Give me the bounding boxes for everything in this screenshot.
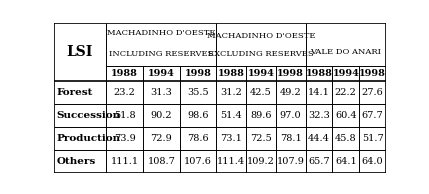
- Text: 1998: 1998: [184, 69, 211, 78]
- Text: Forest: Forest: [57, 88, 93, 97]
- Text: 1988: 1988: [305, 69, 332, 78]
- Text: 44.4: 44.4: [308, 134, 330, 143]
- Text: 90.2: 90.2: [151, 111, 172, 120]
- Text: 89.6: 89.6: [250, 111, 272, 120]
- Text: 22.2: 22.2: [335, 88, 357, 97]
- Text: 111.4: 111.4: [217, 157, 245, 166]
- Text: 78.1: 78.1: [280, 134, 302, 143]
- Text: 35.5: 35.5: [187, 88, 209, 97]
- Text: 64.1: 64.1: [335, 157, 356, 166]
- Text: 49.2: 49.2: [280, 88, 302, 97]
- Text: 1998: 1998: [359, 69, 386, 78]
- Text: Others: Others: [57, 157, 96, 166]
- Text: Production: Production: [57, 134, 121, 143]
- Text: 32.3: 32.3: [308, 111, 330, 120]
- Text: 31.3: 31.3: [151, 88, 172, 97]
- Text: 73.1: 73.1: [221, 134, 242, 143]
- Text: 1988: 1988: [111, 69, 138, 78]
- Text: 97.0: 97.0: [280, 111, 302, 120]
- Text: 27.6: 27.6: [362, 88, 384, 97]
- Text: MACHADINHO D'OESTE: MACHADINHO D'OESTE: [207, 32, 315, 40]
- Text: 111.1: 111.1: [111, 157, 139, 166]
- Text: 67.7: 67.7: [362, 111, 384, 120]
- Text: 65.7: 65.7: [308, 157, 330, 166]
- Text: 107.6: 107.6: [184, 157, 212, 166]
- Text: 60.4: 60.4: [335, 111, 356, 120]
- Text: 51.8: 51.8: [114, 111, 136, 120]
- Text: Succession: Succession: [57, 111, 121, 120]
- Text: 51.7: 51.7: [362, 134, 384, 143]
- Text: 98.6: 98.6: [187, 111, 209, 120]
- Text: 42.5: 42.5: [250, 88, 272, 97]
- Text: 1988: 1988: [218, 69, 245, 78]
- Text: 78.6: 78.6: [187, 134, 209, 143]
- Text: EXCLUDING RESERVES: EXCLUDING RESERVES: [208, 50, 314, 58]
- Text: 23.2: 23.2: [114, 88, 136, 97]
- Text: 109.2: 109.2: [247, 157, 275, 166]
- Text: 1994: 1994: [148, 69, 175, 78]
- Text: LSI: LSI: [67, 45, 93, 59]
- Text: VALE DO ANARI: VALE DO ANARI: [310, 48, 381, 56]
- Text: 45.8: 45.8: [335, 134, 356, 143]
- Text: 51.4: 51.4: [221, 111, 242, 120]
- Text: 1994: 1994: [332, 69, 359, 78]
- Text: 64.0: 64.0: [362, 157, 384, 166]
- Text: 72.5: 72.5: [250, 134, 272, 143]
- Text: 73.9: 73.9: [114, 134, 136, 143]
- Text: 107.9: 107.9: [277, 157, 305, 166]
- Text: 72.9: 72.9: [151, 134, 172, 143]
- Text: 31.2: 31.2: [221, 88, 242, 97]
- Text: 1998: 1998: [277, 69, 304, 78]
- Text: 1994: 1994: [248, 69, 275, 78]
- Text: MACHADINHO D'OESTE: MACHADINHO D'OESTE: [107, 29, 216, 37]
- Text: INCLUDING RESERVES: INCLUDING RESERVES: [109, 50, 214, 58]
- Text: 108.7: 108.7: [148, 157, 175, 166]
- Text: 14.1: 14.1: [308, 88, 330, 97]
